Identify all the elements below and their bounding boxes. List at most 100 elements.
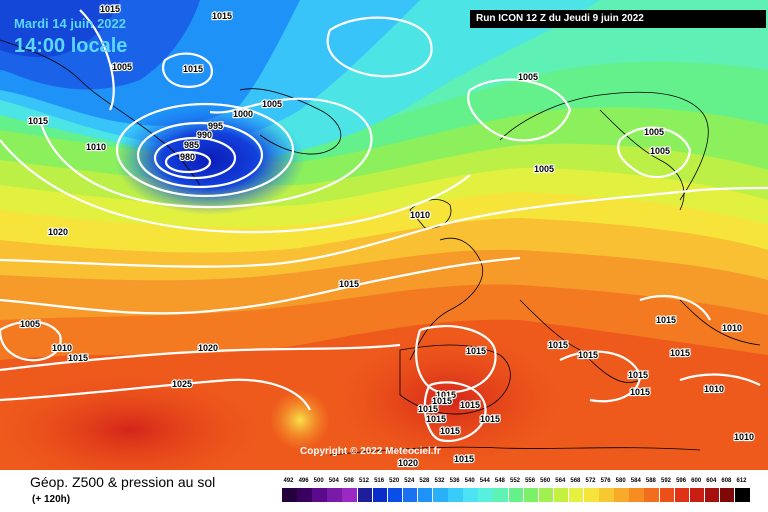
pressure-label: 1010: [734, 432, 754, 442]
scale-swatch: [342, 488, 357, 502]
model-run-label: Run ICON 12 Z du Jeudi 9 juin 2022: [470, 10, 766, 28]
scale-tick: 600: [691, 478, 702, 484]
pressure-label: 1015: [183, 64, 203, 74]
scale-tick: 572: [585, 478, 596, 484]
pressure-label: 1015: [212, 11, 232, 21]
scale-swatch: [719, 488, 735, 502]
scale-tick: 512: [358, 478, 369, 484]
pressure-label: 1005: [262, 99, 282, 109]
pressure-label: 1015: [432, 396, 452, 406]
scale-tick: 588: [645, 478, 656, 484]
scale-tick: 552: [509, 478, 520, 484]
scale-tick: 540: [464, 478, 475, 484]
scale-tick: 544: [479, 478, 490, 484]
scale-swatch: [357, 488, 373, 502]
scale-swatch: [553, 488, 569, 502]
pressure-label: 1015: [656, 315, 676, 325]
scale-tick: 556: [525, 478, 536, 484]
scale-swatch: [644, 488, 659, 502]
scale-swatch: [387, 488, 403, 502]
scale-tick: 492: [283, 478, 294, 484]
scale-tick: 520: [389, 478, 400, 484]
pressure-label: 1015: [454, 454, 474, 464]
pressure-label: 1005: [534, 164, 554, 174]
scale-tick: 528: [419, 478, 430, 484]
pressure-labels: 1015 1005 1015 1015 1005 1015 1010 1000 …: [19, 3, 755, 469]
scale-swatch: [735, 488, 750, 502]
pressure-label: 1005: [644, 127, 664, 137]
pressure-label: 1015: [339, 279, 359, 289]
pressure-label: 1010: [722, 323, 742, 333]
scale-swatch: [599, 488, 614, 502]
lead-time: (+ 120h): [32, 494, 71, 505]
legend-footer: Géop. Z500 & pression au sol (+ 120h) 49…: [0, 470, 768, 512]
pressure-label: 1005: [112, 62, 132, 72]
scale-swatch: [614, 488, 629, 502]
map-time: 14:00 locale: [14, 35, 127, 57]
pressure-label: 1015: [630, 387, 650, 397]
pressure-label: 1015: [548, 340, 568, 350]
copyright: Copyright © 2022 Meteociel.fr: [300, 446, 441, 457]
pressure-label: 1015: [670, 348, 690, 358]
pressure-label: 1020: [198, 343, 218, 353]
pressure-label: 1015: [68, 353, 88, 363]
pressure-label: 1015: [466, 346, 486, 356]
pressure-label: 1010: [410, 210, 430, 220]
scale-swatch: [493, 488, 508, 502]
pressure-label: 1015: [418, 404, 438, 414]
scale-tick: 548: [494, 478, 505, 484]
pressure-label: 1010: [52, 343, 72, 353]
map-date: Mardi 14 juin 2022: [14, 16, 126, 31]
scale-swatch: [478, 488, 493, 502]
scale-tick: 496: [298, 478, 309, 484]
scale-swatch: [448, 488, 463, 502]
scale-tick: 524: [404, 478, 415, 484]
scale-tick: 576: [600, 478, 611, 484]
pressure-label: 990: [197, 130, 212, 140]
scale-tick: 508: [343, 478, 354, 484]
pressure-label: 1005: [20, 319, 40, 329]
pressure-label: 1015: [436, 390, 456, 400]
scale-swatch: [463, 488, 478, 502]
scale-swatch: [674, 488, 690, 502]
pressure-label: 1000: [233, 109, 253, 119]
scale-tick: 608: [721, 478, 732, 484]
scale-tick: 560: [540, 478, 551, 484]
pressure-label: 1015: [28, 116, 48, 126]
pressure-label: 1015: [480, 414, 500, 424]
scale-swatch: [312, 488, 327, 502]
pressure-label: 1015: [100, 4, 120, 14]
scale-swatch: [689, 488, 705, 502]
pressure-label: 1005: [518, 72, 538, 82]
scale-tick: 564: [555, 478, 566, 484]
scale-tick: 612: [736, 478, 747, 484]
scale-tick: 516: [374, 478, 385, 484]
scale-swatch: [327, 488, 342, 502]
scale-swatch: [433, 488, 448, 502]
scale-swatch: [417, 488, 433, 502]
scale-swatch: [538, 488, 554, 502]
pressure-label: 1015: [426, 414, 446, 424]
pressure-label: 985: [184, 140, 199, 150]
scale-tick: 532: [434, 478, 445, 484]
scale-swatch: [629, 488, 644, 502]
pressure-label: 1015: [628, 370, 648, 380]
scale-swatch: [584, 488, 599, 502]
pressure-label: 1010: [86, 142, 106, 152]
pressure-label: 995: [208, 121, 223, 131]
scale-tick: 584: [630, 478, 641, 484]
isobars: [0, 9, 768, 443]
product-title: Géop. Z500 & pression au sol: [30, 474, 216, 490]
pressure-label: 1020: [48, 227, 68, 237]
scale-swatch: [704, 488, 720, 502]
scale-swatch: [568, 488, 584, 502]
scale-tick: 592: [660, 478, 671, 484]
pressure-label: 1005: [650, 146, 670, 156]
scale-swatch: [508, 488, 524, 502]
scale-tick: 596: [676, 478, 687, 484]
pressure-label: 1015: [460, 400, 480, 410]
scale-swatch: [523, 488, 539, 502]
pressure-label: 1010: [704, 384, 724, 394]
pressure-label: 1015: [578, 350, 598, 360]
pressure-label: 1015: [440, 426, 460, 436]
